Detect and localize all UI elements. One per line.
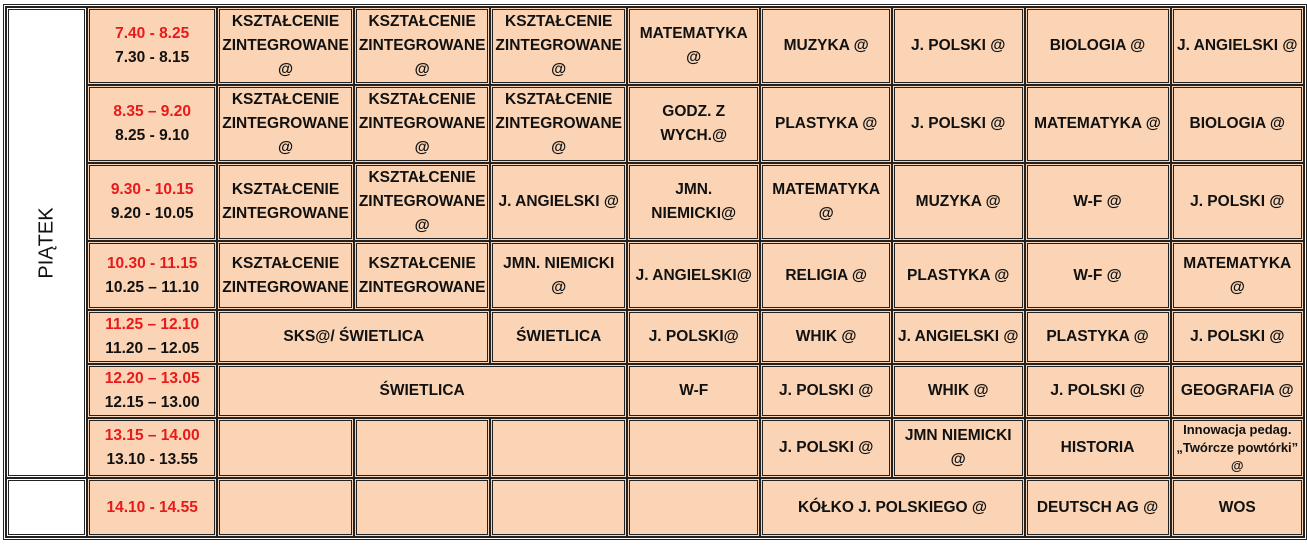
lesson-cell: ŚWIETLICA [217,364,628,418]
timetable-row: 11.25 – 12.10 11.20 – 12.05 SKS@/ ŚWIETLIC… [6,310,1304,364]
lesson-cell: PLASTYKA @ [891,241,1025,310]
empty-cell [490,418,628,478]
lesson-cell: WHIK @ [891,364,1025,418]
lesson-time-black: 11.20 – 12.05 [105,340,200,357]
empty-cell [353,478,491,537]
lesson-cell: MATEMATYKA @ [627,7,761,85]
lesson-cell: J. POLSKI @ [891,85,1025,163]
lesson-cell: JMN. NIEMICKI @ [490,241,628,310]
timetable: PIĄTEK 7.40 - 8.25 7.30 - 8.15 KSZTAŁCENIE … [3,4,1307,540]
lesson-cell: KSZTAŁCENIE ZINTEGROWANE @ [353,163,491,241]
lesson-time-black: 9.20 - 10.05 [110,205,194,222]
lesson-time-black: 13.10 - 13.55 [106,451,198,468]
time-cell: 9.30 - 10.15 9.20 - 10.05 [87,163,218,241]
lesson-time-black: 7.30 - 8.15 [115,49,190,66]
lesson-cell: RELIGIA @ [760,241,892,310]
lesson-cell: J. POLSKI @ [891,7,1025,85]
timetable-row: 14.10 - 14.55 KÓŁKO J. POLSKIEGO @ DEUTSCH… [6,478,1304,537]
lesson-cell: KSZTAŁCENIE ZINTEGROWANE [217,163,354,241]
empty-cell [217,418,354,478]
lesson-time-black: 8.25 - 9.10 [115,127,190,144]
time-cell: 8.35 – 9.20 8.25 - 9.10 [87,85,218,163]
lesson-cell: J. POLSKI @ [1170,163,1304,241]
lesson-cell: W-F [627,364,761,418]
lesson-cell: J. ANGIELSKI@ [627,241,761,310]
lesson-cell: J. POLSKI @ [1170,310,1304,364]
lesson-cell: KSZTAŁCENIE ZINTEGROWANE [353,241,491,310]
lesson-cell: ŚWIETLICA [490,310,628,364]
day-cell [6,478,88,537]
lesson-cell: KÓŁKO J. POLSKIEGO @ [760,478,1025,537]
lesson-cell: MATEMATYKA @ [1170,241,1304,310]
lesson-cell: KSZTAŁCENIE ZINTEGROWANE @ [353,85,491,163]
empty-cell [490,478,628,537]
lesson-cell: GODZ. Z WYCH.@ [627,85,761,163]
lesson-cell: W-F @ [1024,241,1171,310]
lesson-cell: J. POLSKI @ [760,418,892,478]
lesson-cell: J. ANGIELSKI @ [891,310,1025,364]
lesson-cell: KSZTAŁCENIE ZINTEGROWANE @ [217,7,354,85]
lesson-cell: DEUTSCH AG @ [1024,478,1171,537]
time-cell: 13.15 – 14.00 13.10 - 13.55 [87,418,218,478]
lesson-cell: JMN. NIEMICKI@ [627,163,761,241]
lesson-cell: KSZTAŁCENIE ZINTEGROWANE [217,241,354,310]
lesson-cell: MUZYKA @ [891,163,1025,241]
lesson-cell: MATEMATYKA @ [1024,85,1171,163]
lesson-time-red: 14.10 - 14.55 [106,498,198,516]
lesson-cell: JMN NIEMICKI @ [891,418,1025,478]
lesson-cell: MUZYKA @ [760,7,892,85]
lesson-time-black: 12.15 – 13.00 [104,394,200,411]
lesson-cell: J. POLSKI @ [760,364,892,418]
lesson-cell: BIOLOGIA @ [1170,85,1304,163]
lesson-cell: J. ANGIELSKI @ [490,163,628,241]
lesson-cell: KSZTAŁCENIE ZINTEGROWANE @ [490,85,628,163]
time-cell: 10.30 - 11.15 10.25 – 11.10 [87,241,218,310]
lesson-cell: WOS [1170,478,1304,537]
day-cell: PIĄTEK [6,7,88,478]
lesson-time-red: 10.30 - 11.15 [106,254,198,272]
lesson-cell: KSZTAŁCENIE ZINTEGROWANE @ [353,7,491,85]
empty-cell [627,418,761,478]
timetable-row: 9.30 - 10.15 9.20 - 10.05 KSZTAŁCENIE ZINT… [6,163,1304,241]
lesson-time-red: 11.25 – 12.10 [105,316,200,333]
timetable-row: 12.20 – 13.05 12.15 – 13.00 ŚWIETLICA W-F J.… [6,364,1304,418]
lesson-cell: SKS@/ ŚWIETLICA [217,310,491,364]
lesson-time-black: 10.25 – 11.10 [105,278,200,296]
time-cell: 12.20 – 13.05 12.15 – 13.00 [87,364,218,418]
time-cell: 11.25 – 12.10 11.20 – 12.05 [87,310,218,364]
lesson-cell: BIOLOGIA @ [1024,7,1171,85]
lesson-cell: W-F @ [1024,163,1171,241]
lesson-cell: MATEMATYKA @ [760,163,892,241]
lesson-cell: HISTORIA [1024,418,1171,478]
lesson-cell: PLASTYKA @ [1024,310,1171,364]
empty-cell [217,478,354,537]
lesson-time-red: 13.15 – 14.00 [104,427,200,444]
lesson-cell: J. POLSKI @ [1024,364,1171,418]
lesson-cell: KSZTAŁCENIE ZINTEGROWANE @ [490,7,628,85]
lesson-cell: GEOGRAFIA @ [1170,364,1304,418]
timetable-row: 8.35 – 9.20 8.25 - 9.10 KSZTAŁCENIE ZINTEG… [6,85,1304,163]
day-label: PIĄTEK [35,206,58,279]
lesson-cell: PLASTYKA @ [760,85,892,163]
lesson-cell: J. ANGIELSKI @ [1170,7,1304,85]
timetable-row: 13.15 – 14.00 13.10 - 13.55 J. POLSKI @ JMN… [6,418,1304,478]
lesson-time-red: 12.20 – 13.05 [104,370,200,387]
lesson-time-red: 7.40 - 8.25 [115,25,190,42]
lesson-cell: J. POLSKI@ [627,310,761,364]
lesson-time-red: 8.35 – 9.20 [113,103,191,120]
lesson-time-red: 9.30 - 10.15 [110,181,194,198]
lesson-cell: Innowacja pedag. „Twórcze powtórki” @ [1170,418,1304,478]
time-cell: 14.10 - 14.55 [87,478,218,537]
timetable-row: 10.30 - 11.15 10.25 – 11.10 KSZTAŁCENIE ZI… [6,241,1304,310]
empty-cell [353,418,491,478]
lesson-cell: KSZTAŁCENIE ZINTEGROWANE @ [217,85,354,163]
empty-cell [627,478,761,537]
timetable-row: PIĄTEK 7.40 - 8.25 7.30 - 8.15 KSZTAŁCENIE … [6,7,1304,478]
lesson-cell: WHIK @ [760,310,892,364]
time-cell: 7.40 - 8.25 7.30 - 8.15 [87,7,218,85]
